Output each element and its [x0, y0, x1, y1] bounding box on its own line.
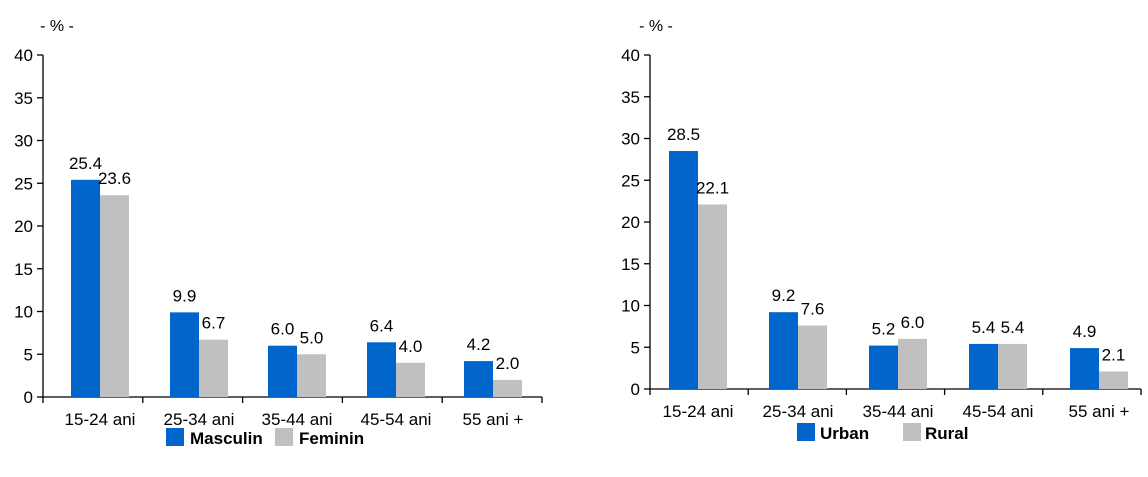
legend-swatch-rural	[903, 423, 921, 441]
value-label: 6.0	[271, 320, 295, 339]
bar-rural	[898, 338, 927, 389]
x-category-label: 35-44 ani	[262, 410, 333, 429]
value-label: 22.1	[696, 178, 729, 197]
value-label: 9.2	[772, 286, 796, 305]
bar-feminin	[100, 195, 129, 397]
y-tick-label: 40	[621, 46, 640, 65]
y-tick-label: 15	[14, 260, 33, 279]
value-label: 6.0	[901, 313, 925, 332]
y-tick-label: 5	[631, 338, 640, 357]
bar-urban	[869, 345, 898, 389]
value-label: 7.6	[801, 300, 825, 319]
bar-rural	[1099, 371, 1128, 389]
bar-masculin	[71, 179, 100, 397]
x-category-label: 25-34 ani	[763, 402, 834, 421]
x-category-label: 25-34 ani	[164, 410, 235, 429]
y-tick-label: 5	[24, 345, 33, 364]
bar-rural	[698, 204, 727, 389]
bar-rural	[798, 325, 827, 389]
chart-1: - % - 0 5 10 15 20 25 30 35 40 25.423.6 15-24 ani 9.…	[14, 18, 543, 448]
y-tick-label: 20	[14, 217, 33, 236]
value-label: 23.6	[98, 169, 131, 188]
y-tick-label: 30	[14, 132, 33, 151]
y-tick-label: 30	[621, 130, 640, 149]
value-label: 5.4	[972, 318, 996, 337]
x-category-label: 15-24 ani	[65, 410, 136, 429]
y-tick-label: 25	[14, 174, 33, 193]
value-label: 5.0	[300, 328, 324, 347]
legend-swatch-urban	[797, 423, 815, 441]
y-tick-label: 25	[621, 171, 640, 190]
bar-masculin	[367, 342, 396, 397]
value-label: 5.4	[1001, 318, 1025, 337]
legend-label-feminin: Feminin	[299, 429, 364, 448]
value-label: 4.9	[1073, 322, 1097, 341]
value-label: 4.0	[399, 337, 423, 356]
bar-feminin	[396, 362, 425, 397]
y-tick-label: 10	[621, 297, 640, 316]
unit-label: - % -	[40, 18, 74, 35]
bar-urban	[1070, 348, 1099, 389]
x-category-label: 35-44 ani	[863, 402, 934, 421]
bar-urban	[669, 151, 698, 389]
value-label: 4.2	[467, 335, 491, 354]
y-tick-label: 10	[14, 303, 33, 322]
value-label: 5.2	[872, 320, 896, 339]
bar-feminin	[199, 339, 228, 397]
value-label: 6.7	[202, 314, 226, 333]
x-category-label: 45-54 ani	[963, 402, 1034, 421]
y-tick-label: 40	[14, 46, 33, 65]
bar-feminin	[493, 379, 522, 397]
y-tick-label: 15	[621, 255, 640, 274]
x-category-label: 15-24 ani	[663, 402, 734, 421]
chart-2: - % - 0 5 10 15 20 25 30 35 40 28.5 22.1 15-24 ani 9.…	[621, 18, 1142, 443]
bar-masculin	[268, 345, 297, 397]
y-tick-label: 0	[631, 380, 640, 399]
bar-urban	[969, 343, 998, 389]
legend-label-masculin: Masculin	[190, 429, 263, 448]
value-label: 9.9	[173, 286, 197, 305]
unit-label: - % -	[639, 18, 673, 35]
value-label: 25.4	[69, 154, 102, 173]
value-label: 2.0	[496, 354, 520, 373]
bar-feminin	[297, 354, 326, 397]
legend-swatch-masculin	[166, 428, 184, 446]
value-label: 2.1	[1102, 345, 1126, 364]
legend-label-rural: Rural	[925, 424, 968, 443]
value-label: 28.5	[667, 125, 700, 144]
y-tick-label: 20	[621, 213, 640, 232]
legend-swatch-feminin	[275, 428, 293, 446]
value-label: 6.4	[370, 316, 394, 335]
bar-urban	[769, 312, 798, 389]
x-category-label: 45-54 ani	[361, 410, 432, 429]
bar-masculin	[170, 312, 199, 397]
bar-rural	[998, 343, 1027, 389]
legend-label-urban: Urban	[820, 424, 869, 443]
x-category-label: 55 ani +	[1069, 402, 1130, 421]
bar-masculin	[464, 361, 493, 397]
y-tick-label: 35	[14, 89, 33, 108]
y-tick-label: 35	[621, 88, 640, 107]
x-category-label: 55 ani +	[463, 410, 524, 429]
y-tick-label: 0	[24, 388, 33, 407]
